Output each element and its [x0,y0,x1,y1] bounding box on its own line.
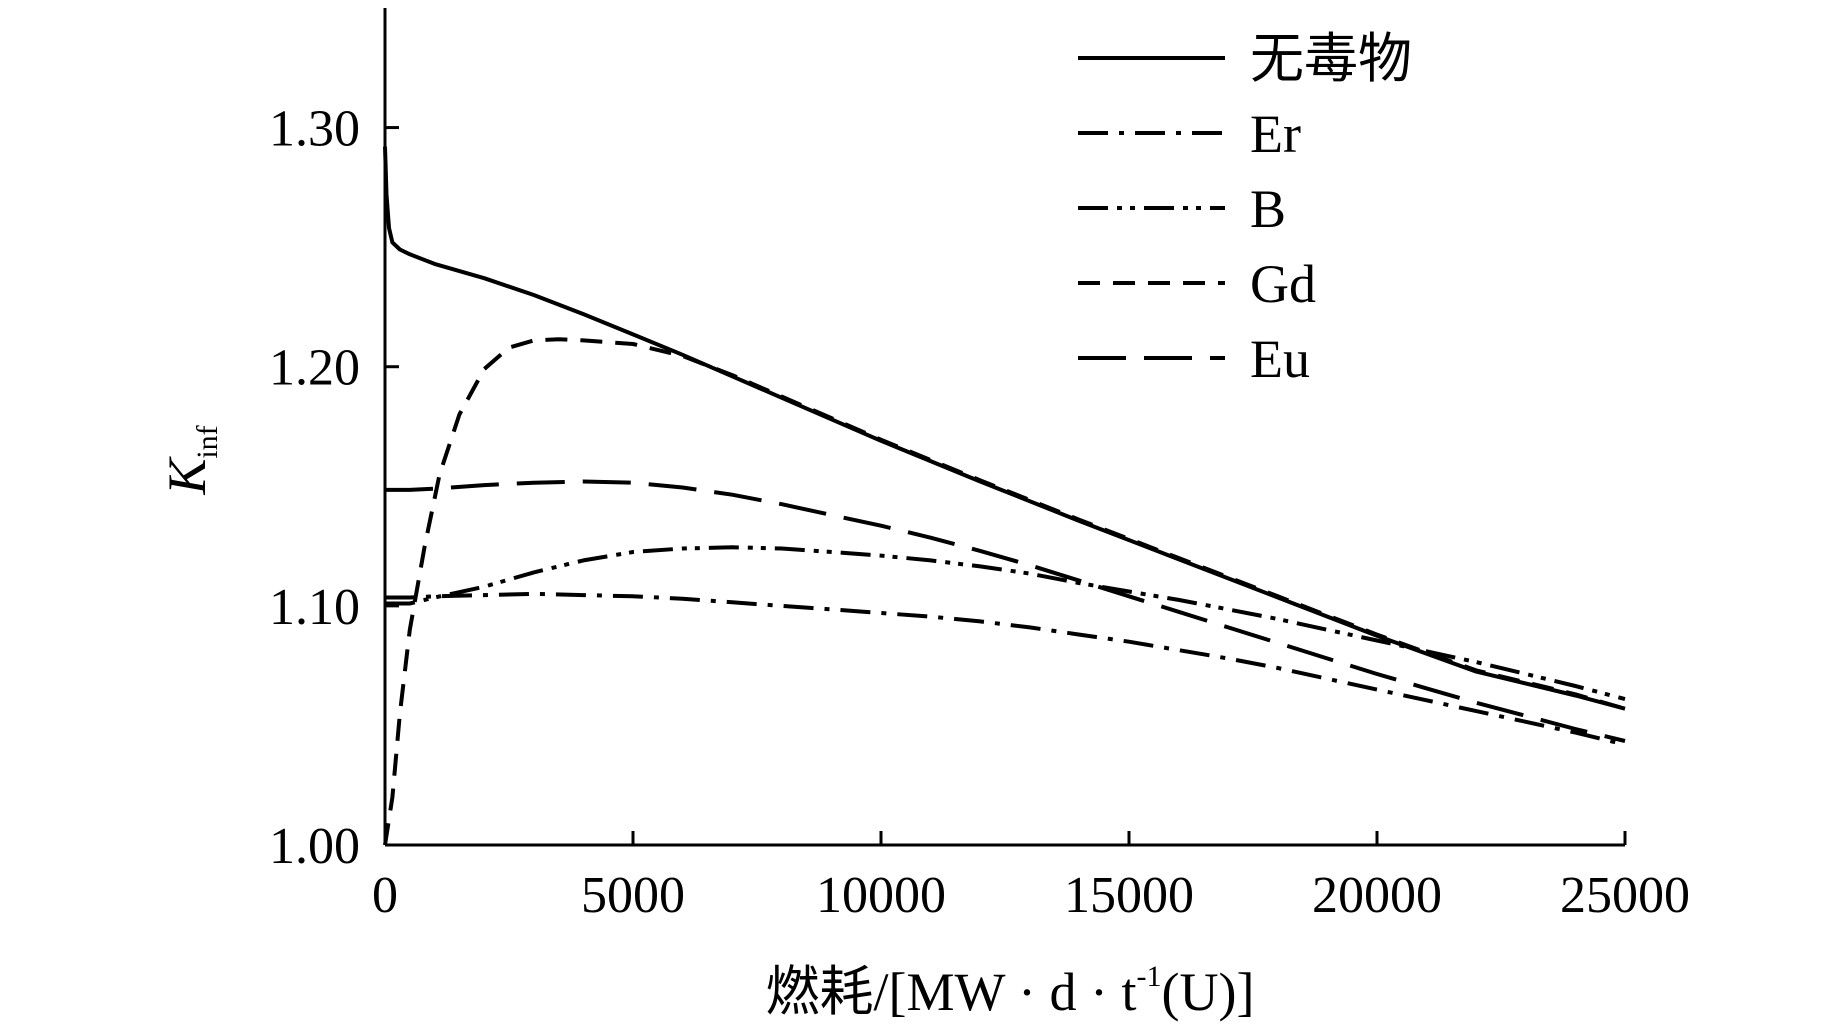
series-line-2 [385,545,1626,702]
x-tick-label: 15000 [1064,867,1194,924]
x-tick-label: 20000 [1312,867,1442,924]
legend-label-4: Eu [1250,329,1310,389]
axes: 1.00 1.10 1.20 1.30 0 5000 10000 15000 20000 2500… [269,8,1690,924]
x-axis-title-sup: -1 [1137,960,1162,993]
series-line-4 [385,479,1626,743]
series-line-1 [385,591,1626,747]
x-axis-title: 燃耗/[MW · d · t-1(U)] [766,960,1255,1022]
legend-label-1: Er [1250,104,1301,164]
x-axis-title-main: 燃耗/[MW · d · t [766,962,1137,1022]
series-line-0 [383,146,1626,711]
y-axis-title: Kinf [157,425,224,495]
x-tick-label: 5000 [581,867,685,924]
y-axis-title-sub: inf [191,425,224,458]
y-tick-label: 1.00 [269,818,360,875]
x-tick-label: 0 [372,867,398,924]
y-axis-title-main: K [157,456,217,496]
y-tick-label: 1.20 [269,340,360,397]
series-layer [383,146,1626,846]
series-line-3 [383,337,1626,846]
legend: 无毒物 Er B Gd Eu [1078,29,1412,389]
legend-label-2: B [1250,179,1286,239]
x-tick-label: 10000 [816,867,946,924]
y-tick-label: 1.30 [269,101,360,158]
x-tick-label: 25000 [1560,867,1690,924]
legend-label-0: 无毒物 [1250,29,1412,89]
y-tick-label: 1.10 [269,579,360,636]
x-axis-title-tail: (U)] [1162,962,1255,1022]
legend-label-3: Gd [1250,254,1316,314]
